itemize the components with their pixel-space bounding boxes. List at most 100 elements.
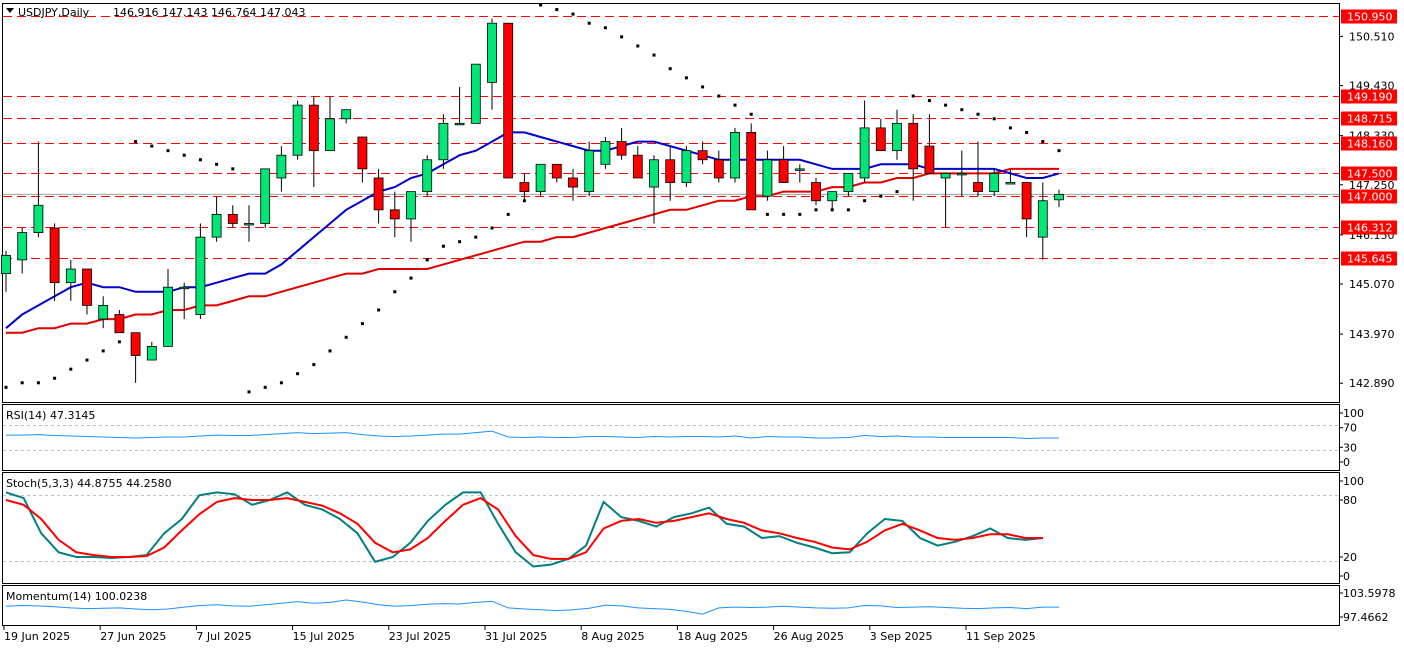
candle: [940, 173, 951, 229]
candle-body: [713, 159, 724, 179]
date-tick-label: 3 Sep 2025: [870, 630, 933, 643]
candle: [973, 141, 983, 197]
level-label-box: [1341, 111, 1397, 126]
sar-dot: [749, 112, 753, 116]
candle-body: [179, 286, 190, 290]
candle-body: [843, 173, 854, 193]
candle-body: [227, 213, 238, 224]
price-tick-label: 142.890: [1349, 377, 1395, 390]
sar-dot: [1041, 140, 1045, 144]
candle: [373, 168, 384, 224]
candle-body: [859, 127, 870, 179]
sar-dot: [393, 290, 397, 294]
sar-dot: [490, 226, 494, 230]
sar-dot: [911, 94, 915, 98]
stoch-tick-label: 80: [1343, 494, 1357, 507]
stoch-tick-label: 0: [1343, 570, 1350, 583]
candle: [357, 136, 368, 183]
level-label: 145.645: [1347, 253, 1393, 266]
candle-body: [1054, 193, 1064, 201]
rsi-panel: [2, 404, 1340, 471]
sar-dot: [20, 381, 24, 385]
candle-body: [827, 191, 838, 202]
candle-body: [308, 104, 319, 152]
sar-dot: [150, 144, 154, 148]
candle-body: [875, 127, 886, 152]
candle-body: [341, 109, 352, 120]
candle-body: [681, 150, 692, 183]
candle-body: [422, 159, 433, 193]
candle: [697, 141, 708, 165]
candle: [195, 223, 206, 320]
stoch-panel: [2, 472, 1340, 584]
rsi-axis: 100 70 30 0: [1339, 407, 1364, 469]
candle: [794, 164, 805, 183]
stoch-label: Stoch(5,3,3) 44.8755 44.2580: [6, 477, 172, 490]
symbol-label: USDJPY,Daily: [18, 6, 90, 19]
level-label-box: [1341, 251, 1397, 266]
candle-body: [276, 154, 287, 179]
candle-body: [33, 204, 44, 233]
candle: [308, 96, 319, 188]
date-tick-label: 26 Aug 2025: [774, 630, 844, 643]
momentum-label: Momentum(14) 100.0238: [6, 590, 147, 603]
sar-dot: [539, 3, 543, 7]
candle: [163, 269, 173, 347]
candle: [1005, 168, 1016, 185]
candle: [438, 114, 449, 169]
candle-body: [1005, 182, 1016, 185]
sar-dot: [798, 212, 802, 216]
candle: [65, 259, 76, 301]
momentum-axis: 103.5978 97.4662: [1339, 587, 1396, 624]
candle-body: [146, 345, 157, 361]
date-tick-label: 19 Jun 2025: [4, 630, 70, 643]
candle: [632, 146, 643, 179]
candle: [325, 96, 335, 152]
level-label-box: [1341, 220, 1397, 235]
candle: [98, 296, 109, 329]
candle-body: [163, 286, 173, 347]
sar-dot: [652, 53, 656, 57]
sar-dot: [960, 108, 964, 112]
candle: [924, 114, 935, 174]
candle: [33, 141, 44, 238]
sar-dot: [571, 12, 575, 16]
sar-dot: [296, 372, 300, 376]
sar-dot: [603, 26, 607, 30]
candle-body: [730, 132, 740, 179]
candle-body: [746, 132, 757, 211]
price-tick-label: 149.430: [1349, 80, 1395, 93]
sar-dot: [636, 44, 640, 48]
candle-body: [632, 154, 643, 179]
candle: [746, 123, 757, 211]
momentum-tick-label: 103.5978: [1343, 587, 1396, 600]
candle-body: [535, 163, 546, 193]
candle: [146, 341, 157, 361]
candle: [956, 150, 967, 197]
stoch-tick-label: 20: [1343, 551, 1357, 564]
sar-dot: [895, 190, 899, 194]
candle: [211, 196, 222, 242]
candle: [244, 205, 254, 242]
sar-dot: [182, 153, 186, 157]
candle: [875, 118, 886, 152]
candle: [82, 268, 92, 315]
sar-dot: [765, 212, 769, 216]
sar-dot: [117, 340, 121, 344]
rsi-tick-label: 100: [1343, 407, 1364, 420]
sar-dot: [992, 117, 996, 121]
sar-dot: [4, 385, 8, 389]
sar-dot: [846, 208, 850, 212]
level-label-box: [1341, 166, 1397, 181]
candle-body: [600, 141, 611, 165]
rsi-tick-label: 30: [1343, 441, 1357, 454]
date-axis: 19 Jun 2025 27 Jun 2025 7 Jul 2025 15 Jul 2…: [3, 626, 1036, 643]
menu-triangle-icon[interactable]: [6, 8, 14, 13]
candle-body: [908, 122, 919, 170]
momentum-line: [5, 599, 1059, 615]
candle-body: [130, 332, 141, 356]
candle-body: [438, 122, 449, 161]
candle: [179, 282, 190, 320]
candle: [859, 100, 870, 183]
date-tick-label: 7 Jul 2025: [196, 630, 251, 643]
